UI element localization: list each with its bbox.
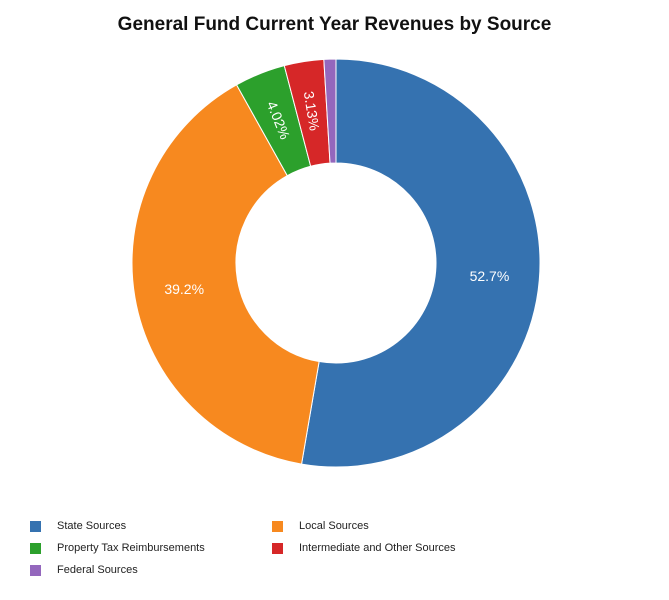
- legend-label: Property Tax Reimbursements: [57, 542, 205, 554]
- legend-item-property-tax-reimbursements[interactable]: Property Tax Reimbursements: [30, 541, 205, 555]
- legend-label: Federal Sources: [57, 564, 138, 576]
- slice-state-sources[interactable]: [300, 58, 541, 468]
- slice-label-local-sources: 39.2%: [164, 281, 204, 297]
- legend-item-local-sources[interactable]: Local Sources: [272, 519, 369, 533]
- slice-label-state-sources: 52.7%: [470, 268, 510, 284]
- legend-item-federal-sources[interactable]: Federal Sources: [30, 563, 138, 577]
- legend-swatch: [30, 542, 41, 554]
- legend-swatch: [272, 520, 283, 532]
- legend-swatch: [272, 542, 283, 554]
- slice-local-sources[interactable]: [131, 84, 320, 465]
- slice-federal-sources[interactable]: [323, 58, 337, 164]
- legend-label: State Sources: [57, 520, 127, 532]
- legend-swatch: [30, 520, 41, 532]
- legend-swatch: [30, 564, 41, 576]
- legend-label: Local Sources: [299, 520, 369, 532]
- slice-label-intermediate-and-other-sources: 3.13%: [301, 90, 323, 132]
- legend-item-intermediate-and-other-sources[interactable]: Intermediate and Other Sources: [272, 541, 456, 555]
- chart-title: General Fund Current Year Revenues by So…: [117, 14, 552, 35]
- legend-item-state-sources[interactable]: State Sources: [30, 519, 126, 533]
- legend-label: Intermediate and Other Sources: [299, 542, 456, 554]
